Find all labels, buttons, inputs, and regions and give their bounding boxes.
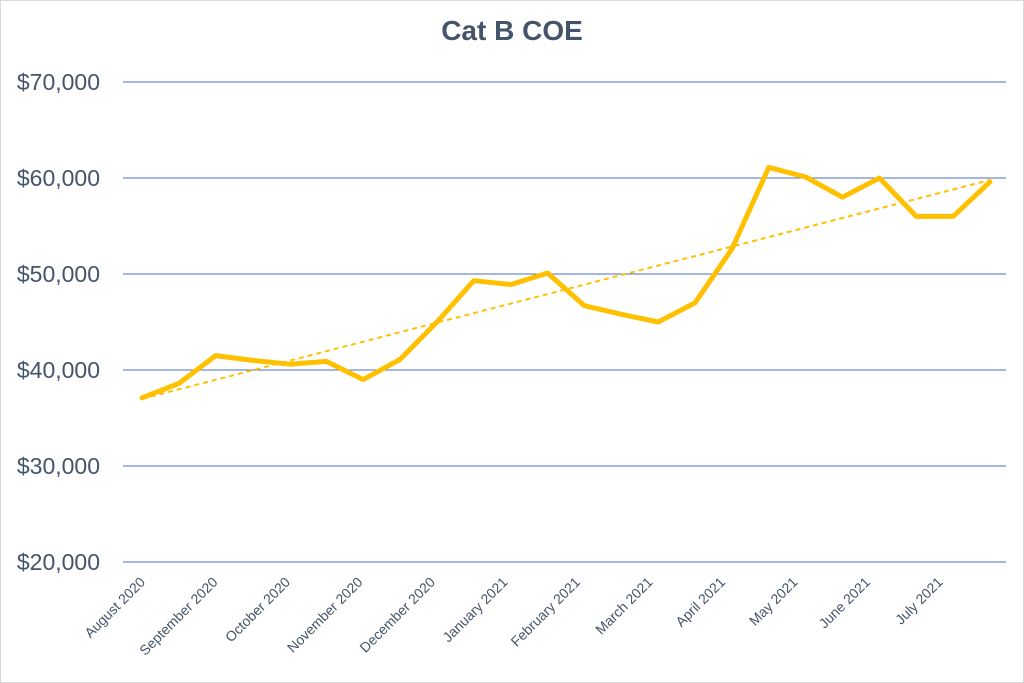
y-tick-label: $40,000 [17,357,100,383]
y-axis-ticks: $20,000 $30,000 $40,000 $50,000 $60,000 $70,0… [17,69,100,575]
series-line [139,164,993,401]
x-tick-label: April 2021 [672,574,728,630]
y-tick-label: $20,000 [17,549,100,575]
x-tick-label: March 2021 [592,574,656,638]
x-tick-label: February 2021 [507,574,583,650]
x-tick-label: May 2021 [746,574,801,629]
y-tick-label: $60,000 [17,165,100,191]
x-tick-label: October 2020 [222,574,293,645]
series-layer [139,164,993,401]
x-tick-label: January 2021 [439,574,510,645]
x-tick-label: September 2020 [136,574,221,659]
x-tick-label: August 2020 [81,574,148,641]
chart-title: Cat B COE [441,15,583,46]
gridlines [123,81,1006,563]
x-tick-label: July 2021 [892,574,946,628]
y-tick-label: $70,000 [17,69,100,95]
y-tick-label: $30,000 [17,453,100,479]
x-tick-label: November 2020 [284,574,366,656]
y-tick-label: $50,000 [17,261,100,287]
x-tick-label: December 2020 [356,574,438,656]
x-tick-label: June 2021 [816,574,874,632]
